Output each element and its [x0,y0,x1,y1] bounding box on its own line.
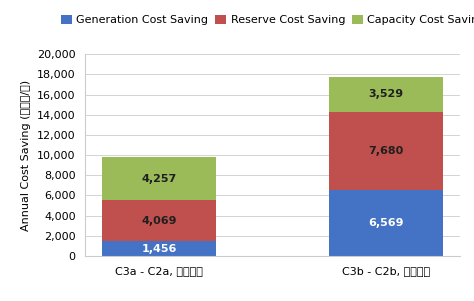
Text: 4,069: 4,069 [141,216,177,226]
Bar [102,157,216,200]
Text: 1,456: 1,456 [141,244,177,253]
Legend: Generation Cost Saving, Reserve Cost Saving, Capacity Cost Saving: Generation Cost Saving, Reserve Cost Sav… [61,15,474,26]
Bar [329,76,443,112]
Text: 6,569: 6,569 [368,218,404,228]
Bar [102,200,216,241]
Text: 3,529: 3,529 [368,89,403,99]
Y-axis label: Annual Cost Saving (백만원/년): Annual Cost Saving (백만원/년) [21,79,31,231]
Bar [102,241,216,256]
Text: 4,257: 4,257 [141,174,177,184]
Bar [329,112,443,190]
Bar [329,190,443,256]
Text: 7,680: 7,680 [368,146,404,156]
